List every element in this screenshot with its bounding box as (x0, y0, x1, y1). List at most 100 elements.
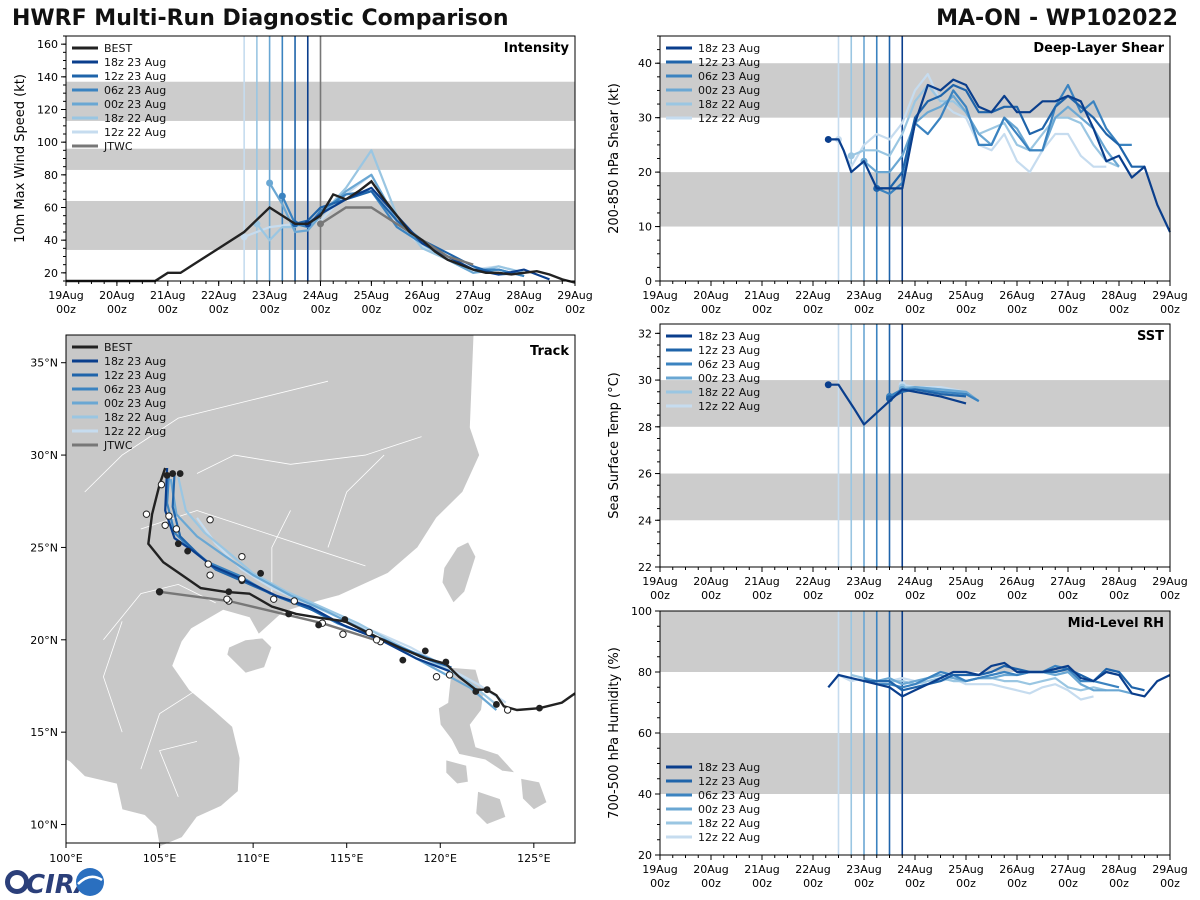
track-best-marker (341, 616, 349, 623)
track-forecast-marker (365, 628, 373, 637)
shear-panel-title: Deep-Layer Shear (1033, 41, 1164, 56)
track-jtwc-line (159, 590, 381, 643)
rh-ytick-label: 20 (638, 849, 652, 862)
legend-label-06z-23-aug: 06z 23 Aug (104, 84, 166, 97)
intensity-series-start-00z-23-aug (266, 179, 274, 187)
province-border (103, 621, 123, 733)
intensity-xtick-label-hour: 00z (158, 303, 178, 316)
logo-ring-inner-icon (10, 875, 24, 889)
intensity-xtick-label-hour: 00z (463, 303, 483, 316)
track-xtick-label: 120°E (424, 852, 457, 865)
intensity-series-start-12z-22-aug (240, 233, 248, 241)
track-forecast-marker (142, 510, 151, 518)
rh-xtick-label-day: 20Aug (693, 863, 728, 876)
track-forecast-marker (372, 636, 381, 644)
intensity-xtick-label-day: 23Aug (252, 289, 287, 302)
intensity-xtick-label-day: 26Aug (405, 289, 440, 302)
intensity-ytick-label: 140 (37, 71, 58, 84)
shear-ytick-label: 0 (645, 275, 652, 288)
intensity-xtick-label-hour: 00z (56, 303, 76, 316)
province-border (196, 436, 422, 474)
legend-label-12z-22-aug: 12z 22 Aug (104, 425, 166, 438)
shear-xtick-label-hour: 00z (1007, 303, 1027, 316)
leyte-panay-islands (475, 790, 507, 825)
intensity-ytick-label: 160 (37, 38, 58, 51)
legend-label-18z-22-aug: 18z 22 Aug (104, 411, 166, 424)
shear-panel: 01020304019Aug00z20Aug00z21Aug00z22Aug00… (607, 35, 1188, 316)
samar-island (520, 777, 548, 811)
track-forecast-marker (223, 595, 231, 603)
track-forecast-marker (503, 706, 512, 714)
legend-label-best: BEST (104, 341, 132, 354)
rh-xtick-label-day: 22Aug (795, 863, 830, 876)
track-forecast-marker (339, 630, 347, 638)
legend-label-00z-23-aug: 00z 23 Aug (698, 84, 760, 97)
rh-xtick-label-hour: 00z (701, 877, 721, 890)
shear-series-start-18z-22-aug (847, 152, 855, 160)
legend-label-best: BEST (104, 42, 132, 55)
rh-xtick-label-hour: 00z (1160, 877, 1180, 890)
track-best-marker (184, 547, 192, 555)
rh-xtick-label-hour: 00z (650, 877, 670, 890)
shear-xtick-label-day: 25Aug (948, 289, 983, 302)
rh-band (660, 611, 1170, 672)
rh-xtick-label-hour: 00z (1058, 877, 1078, 890)
province-border (84, 380, 329, 493)
legend-label-18z-23-aug: 18z 23 Aug (698, 761, 760, 774)
intensity-xtick-label-day: 25Aug (354, 289, 389, 302)
shear-xtick-label-hour: 00z (803, 303, 823, 316)
shear-xtick-label-day: 26Aug (999, 289, 1034, 302)
shear-xtick-label-day: 21Aug (744, 289, 779, 302)
rh-ylabel: 700-500 hPa Humidity (%) (607, 647, 622, 819)
sst-xtick-label-day: 24Aug (897, 575, 932, 588)
rh-xtick-label-day: 19Aug (642, 863, 677, 876)
sst-xtick-label-hour: 00z (1058, 589, 1078, 602)
track-best-marker (399, 656, 407, 664)
intensity-series-start-06z-23-aug (278, 192, 286, 200)
track-forecast-marker (270, 595, 278, 603)
rh-series-18z-23-aug (827, 661, 1171, 698)
shear-series-18z-22-aug (850, 83, 1120, 168)
sst-ytick-label: 32 (638, 327, 652, 340)
sst-xtick-label-day: 26Aug (999, 575, 1034, 588)
track-forecast-marker (161, 521, 169, 529)
intensity-ytick-label: 20 (44, 267, 58, 280)
track-best-line (147, 467, 576, 712)
legend-label-18z-23-aug: 18z 23 Aug (698, 42, 760, 55)
intensity-ytick-label: 100 (37, 136, 58, 149)
track-panel-title: Track (530, 344, 569, 359)
sst-ytick-label: 24 (638, 514, 652, 527)
rh-series-00z-23-aug (863, 670, 1133, 695)
track-best-marker (169, 470, 177, 477)
intensity-jtwc-line (319, 206, 474, 266)
rh-xtick-label-hour: 00z (956, 877, 976, 890)
sst-series-12z-22-aug (902, 383, 967, 393)
legend-label-12z-22-aug: 12z 22 Aug (698, 831, 760, 844)
sst-xtick-label-day: 19Aug (642, 575, 677, 588)
hainan-island (226, 637, 273, 674)
sst-panel-title: SST (1137, 329, 1164, 344)
legend-label-00z-23-aug: 00z 23 Aug (104, 397, 166, 410)
intensity-xtick-label-hour: 00z (362, 303, 382, 316)
intensity-xtick-label-hour: 00z (311, 303, 331, 316)
rh-ytick-label: 100 (631, 605, 652, 618)
rh-xtick-label-hour: 00z (1109, 877, 1129, 890)
sst-panel: 22242628303219Aug00z20Aug00z21Aug00z22Au… (607, 323, 1188, 602)
rh-xtick-label-day: 24Aug (897, 863, 932, 876)
track-best-marker (163, 471, 171, 479)
sst-xtick-label-hour: 00z (1160, 589, 1180, 602)
intensity-xtick-label-hour: 00z (514, 303, 534, 316)
sst-xtick-label-hour: 00z (701, 589, 721, 602)
track-xtick-label: 100°E (49, 852, 82, 865)
shear-xtick-label-hour: 00z (905, 303, 925, 316)
intensity-xtick-label-day: 27Aug (455, 289, 490, 302)
rh-xtick-label-day: 26Aug (999, 863, 1034, 876)
track-forecast-marker (238, 575, 246, 583)
shear-xtick-label-day: 23Aug (846, 289, 881, 302)
shear-xtick-label-hour: 00z (854, 303, 874, 316)
intensity-series-12z-23-aug (294, 190, 525, 276)
